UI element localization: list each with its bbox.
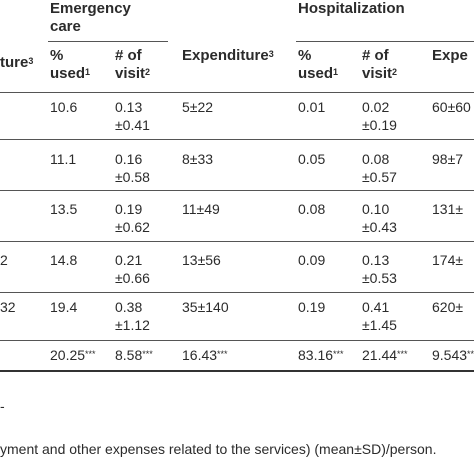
col-header-h-visits: # of visit2 — [362, 47, 398, 82]
stat-er-pct: 20.25*** — [50, 347, 96, 363]
row2-er-pct: 11.1 — [50, 151, 77, 167]
row5-h-pct: 0.19 — [298, 299, 326, 315]
col-header-er-pct-used: % used1 — [50, 47, 91, 82]
col-header-er-expenditure: Expenditure3 — [182, 47, 274, 64]
row5-left: 32 — [0, 299, 16, 315]
row3-h-pct: 0.08 — [298, 201, 326, 217]
row3-er-pct: 13.5 — [50, 201, 78, 217]
row4-h-pct: 0.09 — [298, 252, 326, 268]
stat-h-visits: 21.44*** — [362, 347, 408, 363]
group-rule-emergency — [48, 41, 168, 42]
row4-er-pct: 14.8 — [50, 252, 78, 268]
col-header-h-expenditure-clipped: Expe — [432, 47, 468, 64]
row5-h-expenditure: 620± — [432, 299, 464, 315]
row5-er-visits: 0.38 ±1.12 — [115, 299, 150, 333]
row4-left: 2 — [0, 252, 8, 268]
row4-h-expenditure: 174± — [432, 252, 464, 268]
row3-er-visits: 0.19 ±0.62 — [115, 201, 150, 235]
row2-er-expenditure: 8±33 — [182, 151, 214, 167]
row-rule — [0, 292, 474, 293]
row-rule — [0, 190, 474, 191]
group-header-hospitalization: Hospitalization — [298, 0, 405, 17]
group-rule-hospitalization — [296, 41, 474, 42]
stat-h-pct: 83.16*** — [298, 347, 344, 363]
footnote-payment: yment and other expenses related to the … — [0, 441, 437, 457]
row5-er-expenditure: 35±140 — [182, 299, 229, 315]
footnote-dash: - — [0, 398, 5, 414]
row2-er-visits: 0.16 ±0.58 — [115, 151, 150, 185]
row4-er-expenditure: 13±56 — [182, 252, 221, 268]
row3-er-expenditure: 11±49 — [182, 201, 220, 217]
row1-er-expenditure: 5±22 — [182, 99, 214, 115]
row1-h-pct: 0.01 — [298, 99, 326, 115]
row1-er-pct: 10.6 — [50, 99, 78, 115]
col-header-er-visits: # of visit2 — [115, 47, 151, 82]
stat-h-expenditure: 9.543*** — [432, 347, 474, 363]
row2-h-expenditure: 98±7 — [432, 151, 464, 167]
stat-er-visits: 8.58*** — [115, 347, 153, 363]
row-rule — [0, 241, 474, 242]
row2-h-visits: 0.08 ±0.57 — [362, 151, 397, 185]
col-header-expenditure-clipped: ture3 — [0, 54, 34, 71]
row4-er-visits: 0.21 ±0.66 — [115, 252, 150, 286]
row3-h-expenditure: 131± — [432, 201, 464, 217]
col-header-h-pct-used: % used1 — [298, 47, 339, 82]
row5-er-pct: 19.4 — [50, 299, 78, 315]
row1-h-expenditure: 60±60 — [432, 99, 471, 115]
stat-er-expenditure: 16.43*** — [182, 347, 228, 363]
row1-h-visits: 0.02 ±0.19 — [362, 99, 397, 133]
row3-h-visits: 0.10 ±0.43 — [362, 201, 397, 235]
row1-er-visits: 0.13 ±0.41 — [115, 99, 150, 133]
header-rule — [0, 92, 474, 93]
group-header-emergency-care: Emergency care — [50, 0, 131, 35]
table-bottom-rule — [0, 370, 474, 372]
row2-h-pct: 0.05 — [298, 151, 326, 167]
row-rule — [0, 139, 474, 140]
row-rule — [0, 340, 474, 341]
row5-h-visits: 0.41 ±1.45 — [362, 299, 397, 333]
row4-h-visits: 0.13 ±0.53 — [362, 252, 397, 286]
